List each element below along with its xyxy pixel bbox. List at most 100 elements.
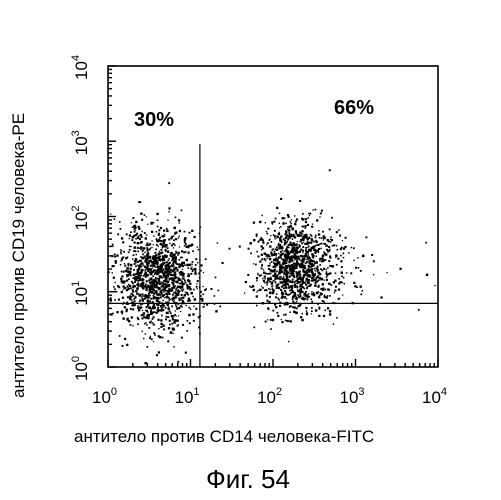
- scatter-point: [123, 271, 125, 273]
- scatter-point: [312, 279, 314, 281]
- scatter-point: [151, 282, 153, 284]
- scatter-point: [156, 244, 158, 246]
- scatter-point: [114, 256, 116, 258]
- scatter-point: [152, 258, 154, 260]
- scatter-point: [141, 294, 143, 296]
- scatter-point: [289, 260, 291, 262]
- scatter-point: [249, 286, 251, 288]
- scatter-point: [193, 236, 195, 238]
- scatter-point: [273, 251, 275, 253]
- scatter-point: [276, 264, 278, 266]
- scatter-point: [134, 246, 136, 248]
- scatter-point: [295, 224, 297, 226]
- scatter-point: [268, 288, 270, 290]
- scatter-point: [131, 239, 133, 241]
- scatter-point: [257, 241, 259, 243]
- scatter-point: [176, 281, 177, 282]
- scatter-point: [313, 250, 315, 252]
- scatter-point: [249, 242, 251, 244]
- scatter-point: [150, 295, 151, 296]
- scatter-point: [150, 336, 151, 337]
- scatter-point: [264, 258, 266, 260]
- scatter-point: [129, 298, 131, 300]
- scatter-point: [324, 289, 326, 291]
- scatter-point: [192, 313, 194, 315]
- scatter-point: [308, 242, 309, 243]
- scatter-point: [335, 254, 337, 256]
- scatter-point: [119, 335, 121, 337]
- scatter-point: [153, 332, 155, 334]
- scatter-point: [309, 242, 311, 244]
- scatter-point: [295, 230, 297, 232]
- scatter-point: [301, 313, 303, 315]
- scatter-point: [261, 215, 262, 216]
- scatter-point: [307, 247, 308, 248]
- scatter-point: [158, 272, 159, 273]
- scatter-point: [319, 243, 321, 245]
- scatter-point: [175, 295, 177, 297]
- scatter-point: [295, 257, 297, 259]
- scatter-point: [157, 300, 159, 302]
- scatter-point: [168, 327, 170, 329]
- scatter-point: [120, 264, 122, 266]
- scatter-point: [162, 295, 164, 297]
- scatter-point: [257, 274, 258, 275]
- scatter-point: [184, 237, 186, 239]
- scatter-point: [158, 351, 160, 353]
- scatter-point: [302, 277, 304, 279]
- scatter-point: [191, 230, 193, 232]
- scatter-point: [304, 293, 306, 295]
- scatter-point: [330, 236, 332, 238]
- scatter-point: [292, 228, 294, 230]
- scatter-point: [159, 276, 161, 278]
- scatter-point: [129, 246, 130, 247]
- scatter-point: [128, 278, 130, 280]
- scatter-point: [128, 320, 130, 322]
- scatter-point: [134, 276, 136, 278]
- scatter-point: [149, 243, 151, 245]
- scatter-point: [329, 310, 331, 312]
- scatter-point: [179, 246, 180, 247]
- scatter-point: [160, 326, 162, 328]
- scatter-point: [288, 253, 290, 255]
- scatter-point: [286, 251, 288, 253]
- scatter-point: [146, 234, 147, 235]
- scatter-point: [300, 263, 301, 264]
- scatter-point: [172, 318, 174, 320]
- scatter-point: [288, 226, 290, 228]
- scatter-point: [297, 272, 299, 274]
- scatter-point: [283, 261, 285, 263]
- scatter-point: [180, 286, 182, 288]
- scatter-point: [178, 315, 179, 316]
- scatter-point: [163, 230, 165, 232]
- scatter-point: [114, 299, 116, 301]
- scatter-point: [284, 217, 286, 219]
- scatter-point: [277, 315, 279, 317]
- scatter-point: [312, 272, 314, 274]
- scatter-point: [307, 217, 309, 219]
- scatter-point: [307, 282, 309, 284]
- scatter-point: [280, 226, 281, 227]
- scatter-point: [174, 227, 176, 229]
- scatter-point: [260, 237, 261, 238]
- scatter-point: [147, 224, 148, 225]
- scatter-point: [133, 298, 135, 300]
- scatter-point: [273, 267, 274, 268]
- scatter-point: [257, 255, 259, 257]
- scatter-point: [181, 294, 183, 296]
- scatter-point: [186, 330, 188, 332]
- scatter-point: [138, 309, 140, 311]
- scatter-point: [290, 250, 292, 252]
- scatter-point: [299, 232, 301, 234]
- scatter-point: [135, 280, 137, 282]
- scatter-point: [165, 250, 167, 252]
- scatter-point: [341, 275, 343, 277]
- scatter-point: [296, 260, 298, 262]
- scatter-point: [137, 275, 139, 277]
- scatter-point: [164, 234, 166, 236]
- scatter-point: [305, 236, 307, 238]
- scatter-point: [126, 344, 128, 346]
- scatter-point: [353, 247, 355, 249]
- scatter-point: [151, 261, 153, 263]
- scatter-point: [293, 247, 295, 249]
